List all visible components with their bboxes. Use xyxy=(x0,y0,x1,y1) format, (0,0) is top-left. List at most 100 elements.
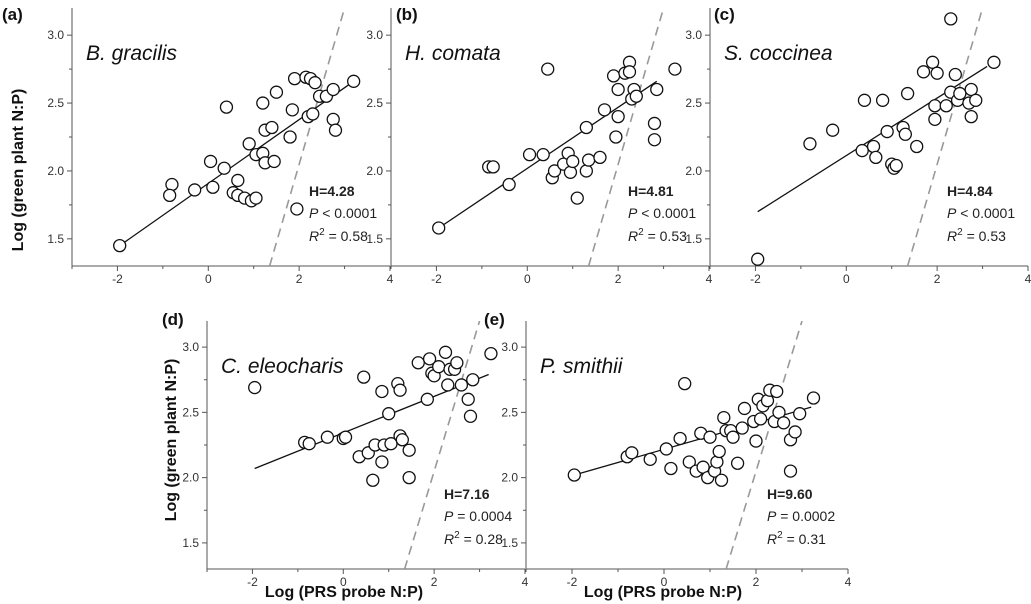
species-name: B. gracilis xyxy=(86,42,178,65)
data-point xyxy=(466,373,480,387)
data-point xyxy=(302,437,316,451)
y-tick-label: 2.5 xyxy=(366,96,383,110)
data-point xyxy=(285,103,299,117)
data-point xyxy=(547,164,562,178)
data-point xyxy=(326,82,340,97)
x-tick-label: 4 xyxy=(706,272,713,286)
data-point xyxy=(357,370,371,384)
reference-line xyxy=(403,321,481,569)
data-point xyxy=(563,165,578,179)
data-point xyxy=(673,431,687,446)
panel-label: (d) xyxy=(162,310,184,329)
data-point xyxy=(770,384,784,399)
data-point xyxy=(916,65,931,79)
data-point xyxy=(422,352,437,366)
data-point xyxy=(267,154,281,169)
data-point xyxy=(579,164,593,178)
data-point xyxy=(265,120,279,135)
data-point xyxy=(987,55,1001,69)
y-tick-label: 2.0 xyxy=(182,471,199,485)
data-point xyxy=(826,123,840,137)
data-point xyxy=(541,62,555,76)
data-point xyxy=(857,93,872,107)
stat-r2: R2 = 0.58 xyxy=(309,227,368,244)
data-point xyxy=(964,82,978,97)
data-point xyxy=(366,473,380,487)
data-point xyxy=(712,444,726,459)
y-axis-label-top: Log (green plant N:P) xyxy=(10,89,27,252)
panel-d: -2 0 2 4 1.5 2.0 2.5 3.0 (d) C. eleocharis H=7.16 P… xyxy=(162,310,529,589)
data-point xyxy=(783,464,798,478)
data-point xyxy=(898,127,912,141)
x-axis-label-right: Log (PRS probe N:P) xyxy=(584,584,742,601)
panel-label: (b) xyxy=(396,5,418,24)
x-tick-label: 4 xyxy=(387,272,394,286)
data-point xyxy=(597,103,612,117)
data-point xyxy=(625,446,639,460)
data-point xyxy=(375,384,389,399)
data-point xyxy=(793,407,807,421)
y-tick-label: 1.5 xyxy=(501,536,518,550)
panel-label: (e) xyxy=(484,310,505,329)
y-tick-label: 1.5 xyxy=(366,232,383,246)
x-tick-label: -2 xyxy=(431,272,442,286)
data-point xyxy=(664,461,678,476)
data-point xyxy=(486,160,500,174)
data-point xyxy=(866,139,881,154)
data-point xyxy=(338,430,353,444)
data-point xyxy=(188,183,202,197)
stat-r2: R2 = 0.53 xyxy=(947,227,1006,244)
x-tick-label: -2 xyxy=(750,272,761,286)
data-point xyxy=(875,93,890,107)
data-point xyxy=(735,421,749,435)
x-tick-label: 0 xyxy=(340,575,347,589)
stat-p: P < 0.0001 xyxy=(309,205,377,221)
data-point xyxy=(231,173,245,188)
data-point xyxy=(347,74,361,88)
x-tick-label: -2 xyxy=(112,272,123,286)
data-point xyxy=(889,158,903,173)
x-tick-label: 0 xyxy=(661,575,668,589)
data-point xyxy=(659,442,673,456)
stat-r2: R2 = 0.31 xyxy=(767,530,826,547)
data-point xyxy=(432,360,446,374)
data-point xyxy=(606,69,621,83)
species-name: P. smithii xyxy=(540,355,624,378)
data-point xyxy=(726,430,740,444)
data-point xyxy=(650,82,664,97)
species-name: S. coccinea xyxy=(724,42,833,65)
data-point xyxy=(717,410,731,425)
data-point xyxy=(522,148,537,162)
data-point xyxy=(948,67,962,82)
data-point xyxy=(900,86,915,101)
data-point xyxy=(242,137,256,151)
data-point xyxy=(609,130,623,144)
data-point xyxy=(969,93,983,107)
data-point xyxy=(163,188,177,203)
x-axis-label-left: Log (PRS probe N:P) xyxy=(265,584,423,601)
data-point xyxy=(579,120,593,135)
data-point xyxy=(806,391,821,405)
data-point xyxy=(375,455,389,469)
x-tick-label: 4 xyxy=(522,575,529,589)
data-point xyxy=(703,430,717,444)
data-point xyxy=(611,82,625,97)
y-tick-label: 2.5 xyxy=(47,96,64,110)
y-tick-label: 2.5 xyxy=(685,96,702,110)
y-tick-label: 1.5 xyxy=(182,536,199,550)
data-point xyxy=(402,443,416,457)
data-point xyxy=(306,107,320,121)
data-point xyxy=(647,116,662,131)
panels: -2 0 2 4 1.5 2.0 2.5 3.0 (a) B. gracilis H=4.28 P <… xyxy=(2,5,1031,589)
data-point xyxy=(269,85,284,99)
stat-r2: R2 = 0.28 xyxy=(444,530,503,547)
data-point xyxy=(536,148,550,162)
x-tick-label: 2 xyxy=(431,575,438,589)
data-point xyxy=(869,150,883,165)
data-point xyxy=(749,434,763,448)
data-point xyxy=(113,238,127,253)
data-point xyxy=(788,425,802,439)
panel-a: -2 0 2 4 1.5 2.0 2.5 3.0 (a) B. gracilis H=4.28 P <… xyxy=(2,5,394,286)
x-tick-label: -2 xyxy=(567,575,578,589)
